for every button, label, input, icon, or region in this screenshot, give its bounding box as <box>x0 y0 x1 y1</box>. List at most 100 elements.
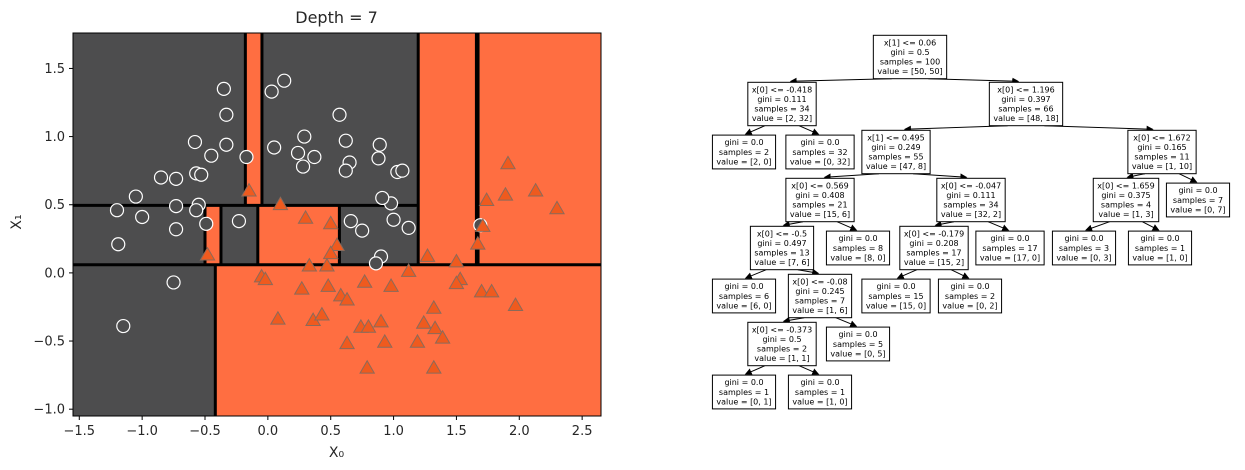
node-stat-line: samples = 17 <box>982 244 1037 253</box>
node-stat-line: value = [7, 6] <box>754 258 809 267</box>
node-stat-line: value = [15, 2] <box>904 258 964 267</box>
class1-point <box>313 306 330 321</box>
tree-node-box <box>747 321 817 367</box>
class0-point <box>187 134 203 150</box>
tree-node-box <box>785 177 855 223</box>
node-stat-line: value = [0, 2] <box>942 301 997 310</box>
tree-edge-arrow <box>744 269 767 280</box>
tree-edge-arrow <box>1085 221 1110 232</box>
node-stat-line: samples = 2 <box>719 148 769 157</box>
tree-edge-arrow <box>987 221 1010 232</box>
tree-node-box <box>711 278 777 314</box>
x-tick-label: 1.5 <box>446 424 467 439</box>
class1-point <box>448 253 465 268</box>
node-stat-line: samples = 4 <box>1101 201 1151 210</box>
tree-node-box <box>711 134 777 170</box>
tree-node-box <box>872 34 948 80</box>
plot-frame <box>72 32 602 417</box>
y-axis-title: X₁ <box>9 214 25 229</box>
node-stat-line: samples = 1 <box>719 388 769 397</box>
tree-node-box <box>825 326 891 362</box>
node-stat-line: gini = 0.0 <box>800 138 839 147</box>
tree-edge-arrow <box>782 220 804 228</box>
decision-region <box>215 264 601 416</box>
decision-region <box>418 33 477 265</box>
node-stat-line: samples = 2 <box>757 345 807 354</box>
x-tick-label: −0.5 <box>189 424 221 439</box>
class0-point <box>295 159 311 174</box>
decision-region <box>245 33 262 206</box>
y-tick-label: 1.5 <box>44 62 65 77</box>
class0-point <box>219 137 234 152</box>
decision-region <box>73 264 216 416</box>
tree-node-box <box>747 81 817 127</box>
class0-point <box>116 318 131 334</box>
tree-node-box <box>899 225 969 271</box>
class0-point <box>199 216 214 231</box>
class1-point <box>257 271 274 286</box>
x-tick-label: 0.5 <box>320 424 341 439</box>
class1-point <box>434 329 451 344</box>
node-stat-line: gini = 0.0 <box>724 138 763 147</box>
node-stat-line: samples = 7 <box>795 297 845 306</box>
tree-node-box <box>749 225 815 271</box>
class1-point <box>409 333 426 348</box>
node-stat-line: value = [32, 2] <box>941 210 1001 219</box>
tree-node-box <box>1092 177 1160 223</box>
class0-point <box>135 209 150 225</box>
class1-point <box>473 283 490 298</box>
class0-point <box>168 198 184 214</box>
node-stat-line: samples = 13 <box>754 249 809 258</box>
class1-point <box>549 200 565 215</box>
tree-edge-arrow <box>797 268 820 276</box>
x-tick-label: 0.0 <box>258 424 279 439</box>
tree-node-box <box>787 374 853 410</box>
node-stat-line: gini = 0.0 <box>838 234 877 243</box>
node-stat-line: value = [50, 50] <box>877 67 942 76</box>
tree-node-box <box>937 278 1003 314</box>
class1-point <box>269 310 286 325</box>
node-stat-line: gini = 0.0 <box>724 378 763 387</box>
node-stat-line: value = [1, 10] <box>1132 162 1192 171</box>
class1-point <box>241 182 257 197</box>
class0-point <box>109 203 125 218</box>
tree-edge-arrow <box>744 125 766 135</box>
node-stat-line: value = [0, 3] <box>1056 253 1111 262</box>
class0-point <box>343 213 358 229</box>
class1-point <box>415 314 432 329</box>
class0-point <box>290 145 306 161</box>
class0-point <box>189 203 204 218</box>
node-stat-line: value = [48, 18] <box>993 114 1058 123</box>
tree-edge-arrow <box>896 269 918 279</box>
class1-point <box>478 192 495 207</box>
class1-point <box>527 182 544 197</box>
tree-node-box <box>988 81 1064 127</box>
node-split-rule: x[0] <= 1.659 <box>1097 181 1154 190</box>
class1-point <box>293 280 310 295</box>
tree-edge-arrow <box>913 173 968 181</box>
class1-point <box>359 359 376 374</box>
node-stat-line: samples = 5 <box>833 340 883 349</box>
node-stat-line: gini = 0.5 <box>762 335 801 344</box>
node-split-rule: x[0] <= -0.08 <box>792 277 847 286</box>
class0-point <box>239 149 254 165</box>
plot-area <box>72 32 602 417</box>
class0-point <box>332 107 347 122</box>
class0-point <box>375 190 390 206</box>
tree-edge-arrow <box>903 125 1008 133</box>
x-tick-label: −1.5 <box>63 424 95 439</box>
node-stat-line: value = [2, 32] <box>752 114 812 123</box>
node-stat-line: value = [15, 6] <box>790 210 850 219</box>
node-stat-line: value = [17, 0] <box>980 253 1040 262</box>
node-split-rule: x[0] <= -0.047 <box>941 181 1001 190</box>
